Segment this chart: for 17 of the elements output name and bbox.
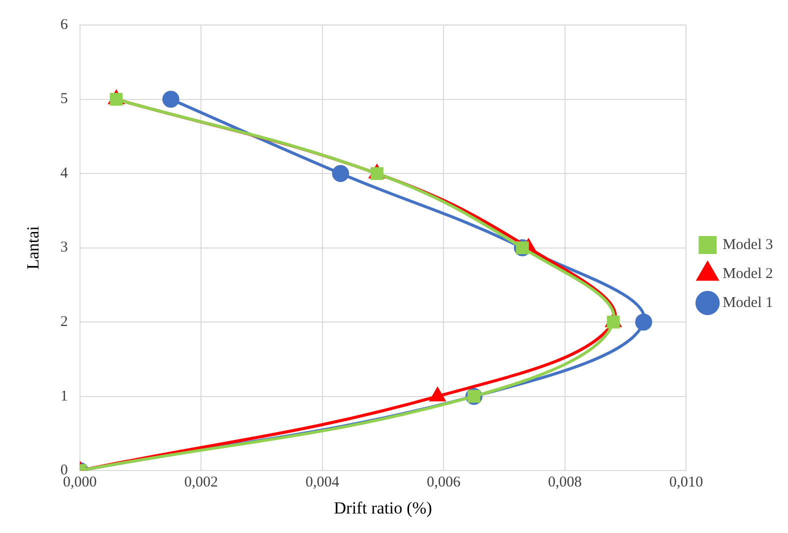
x-tick-label: 0,000 <box>63 474 97 491</box>
y-tick-label: 6 <box>60 16 68 33</box>
y-tick-label: 1 <box>60 388 68 404</box>
x-tick-label: 0,008 <box>548 474 582 491</box>
x-tick-label: 0,002 <box>184 474 218 491</box>
y-axis-title: Lantai <box>24 226 43 270</box>
x-tick-label: 0,006 <box>426 474 461 491</box>
x-axis-title: Drift ratio (%) <box>334 498 432 518</box>
x-tick-label: 0,010 <box>669 474 703 491</box>
legend-label: Model 3 <box>722 236 774 253</box>
legend-label: Model 2 <box>722 266 774 282</box>
y-tick-label: 2 <box>60 314 68 330</box>
y-tick-label: 5 <box>60 91 68 108</box>
y-tick-label: 3 <box>60 240 68 256</box>
legend-label: Model 1 <box>722 294 774 311</box>
y-tick-label: 4 <box>60 165 68 182</box>
x-tick-label: 0,004 <box>306 474 340 491</box>
